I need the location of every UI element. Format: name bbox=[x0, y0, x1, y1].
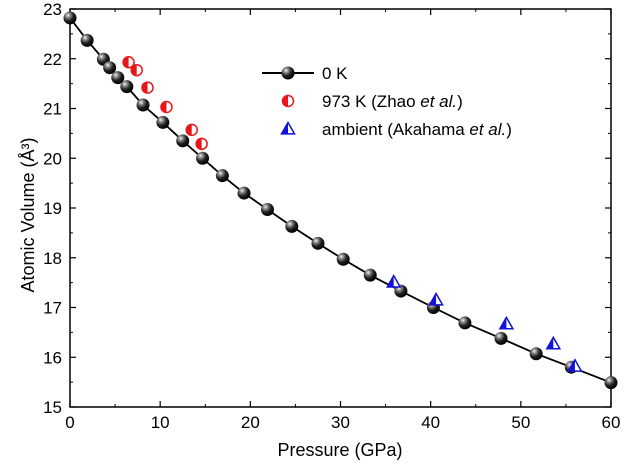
x-tick-label: 0 bbox=[65, 413, 74, 432]
data-point-0k bbox=[196, 151, 210, 165]
data-point-973k bbox=[122, 55, 135, 69]
data-point-0k bbox=[156, 115, 170, 129]
y-tick-label: 16 bbox=[43, 348, 62, 367]
data-point-0k bbox=[363, 268, 377, 282]
marker-fill bbox=[429, 293, 437, 305]
y-axis-ticks: 15 16 17 18 19 20 21 22 23 bbox=[43, 0, 611, 417]
legend-ambient-marker bbox=[280, 120, 296, 135]
y-tick-label: 20 bbox=[43, 149, 62, 168]
y-axis-title: Atomic Volume (Å³) bbox=[18, 137, 38, 292]
data-point-0k bbox=[394, 284, 408, 298]
data-point-0k bbox=[336, 252, 350, 266]
y-tick-label: 21 bbox=[43, 100, 62, 119]
marker-fill bbox=[142, 82, 148, 94]
x-axis-ticks: 0 10 20 30 40 50 60 bbox=[65, 9, 620, 432]
marker-fill bbox=[186, 124, 192, 136]
marker-fill bbox=[387, 275, 394, 288]
x-tick-label: 60 bbox=[602, 413, 621, 432]
data-point-ambient bbox=[545, 335, 562, 350]
data-point-0k bbox=[285, 219, 299, 233]
marker-fill bbox=[131, 64, 137, 76]
x-tick-label: 20 bbox=[241, 413, 260, 432]
y-tick-label: 18 bbox=[43, 249, 62, 268]
marker-fill bbox=[123, 56, 129, 68]
legend-item-0k: 0 K bbox=[262, 64, 348, 83]
legend-ambient-label: ambient (Akahama et al.) bbox=[322, 120, 512, 139]
data-point-0k bbox=[237, 186, 251, 200]
y-tick-label: 15 bbox=[43, 398, 62, 417]
data-point-973k bbox=[185, 123, 198, 137]
data-point-ambient bbox=[567, 358, 583, 372]
x-tick-label: 30 bbox=[331, 413, 350, 432]
data-point-ambient bbox=[385, 274, 402, 288]
data-point-0k bbox=[103, 61, 117, 75]
marker-fill bbox=[499, 317, 507, 329]
marker-fill bbox=[282, 95, 288, 107]
marker-fill bbox=[281, 122, 288, 134]
data-point-ambient bbox=[498, 315, 515, 330]
legend-973k-symbol bbox=[281, 94, 295, 108]
legend-973k-label: 973 K (Zhao et al.) bbox=[322, 92, 463, 111]
data-point-973k bbox=[160, 100, 173, 114]
data-point-0k bbox=[176, 134, 190, 148]
marker-fill bbox=[568, 359, 575, 372]
x-axis-title: Pressure (GPa) bbox=[277, 440, 402, 460]
marker-fill bbox=[196, 138, 202, 150]
data-point-0k bbox=[111, 71, 125, 85]
y-tick-label: 23 bbox=[43, 0, 62, 19]
y-tick-label: 19 bbox=[43, 199, 62, 218]
y-tick-label: 17 bbox=[43, 299, 62, 318]
legend-item-ambient: ambient (Akahama et al.) bbox=[280, 120, 512, 139]
y-tick-label: 22 bbox=[43, 50, 62, 69]
data-point-0k bbox=[529, 347, 543, 361]
series-973k-points bbox=[122, 55, 208, 151]
data-point-0k bbox=[458, 316, 472, 330]
data-point-0k bbox=[311, 236, 325, 250]
data-point-0k bbox=[604, 376, 618, 390]
marker-fill bbox=[546, 337, 554, 349]
data-point-973k bbox=[141, 81, 154, 94]
legend: 0 K 973 K (Zhao et al.) ambient (Akahama… bbox=[262, 64, 512, 139]
data-point-0k bbox=[120, 80, 134, 94]
data-point-ambient bbox=[428, 292, 444, 306]
series-0k-points bbox=[63, 11, 618, 390]
data-point-973k bbox=[130, 63, 143, 77]
data-point-0k bbox=[494, 331, 508, 345]
legend-973k-marker bbox=[281, 94, 295, 108]
data-point-0k bbox=[80, 33, 94, 47]
data-point-0k bbox=[136, 98, 150, 112]
x-tick-label: 50 bbox=[511, 413, 530, 432]
x-tick-label: 40 bbox=[421, 413, 440, 432]
series-ambient-points bbox=[385, 274, 583, 372]
x-tick-label: 10 bbox=[151, 413, 170, 432]
data-point-0k bbox=[63, 11, 77, 25]
legend-item-973k: 973 K (Zhao et al.) bbox=[281, 92, 463, 111]
data-point-973k bbox=[195, 137, 208, 151]
marker-fill bbox=[160, 101, 167, 113]
legend-0k-label: 0 K bbox=[322, 64, 348, 83]
data-point-0k bbox=[215, 169, 229, 183]
data-point-0k bbox=[260, 202, 274, 216]
legend-ambient-symbol bbox=[280, 120, 296, 135]
legend-0k-marker bbox=[281, 66, 295, 80]
